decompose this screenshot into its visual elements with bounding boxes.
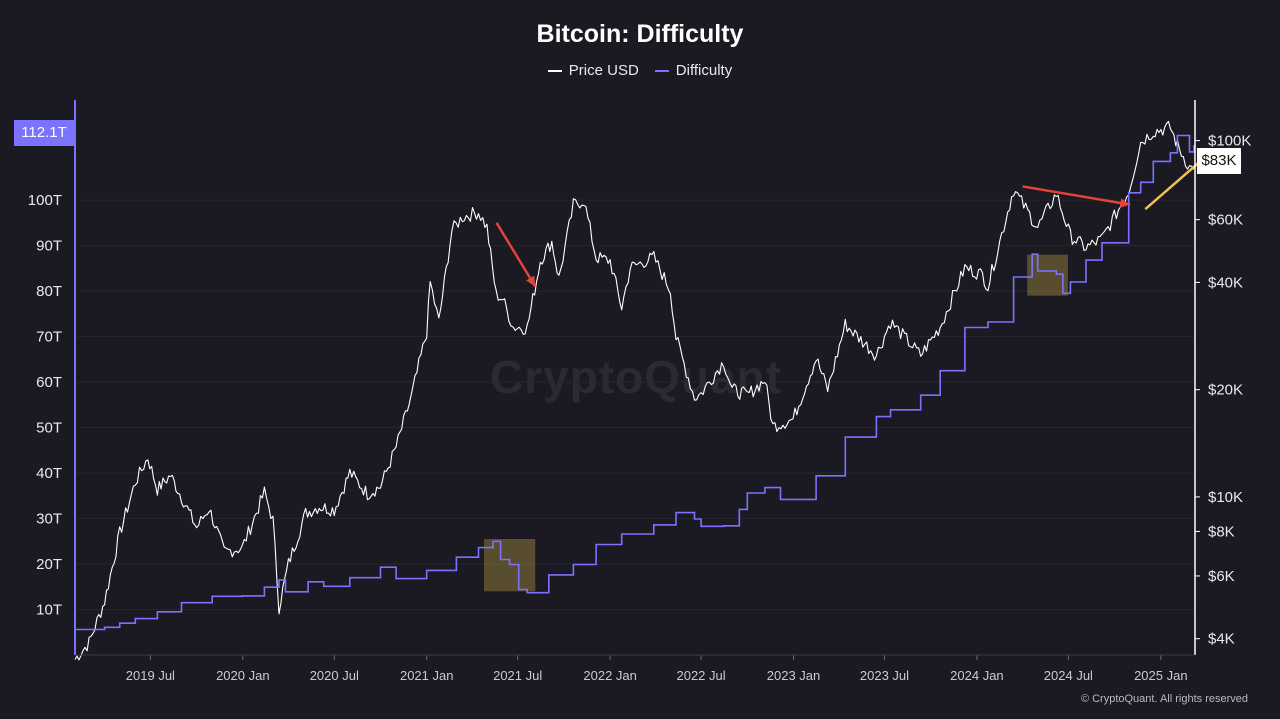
x-tick-label: 2021 Jan <box>400 668 454 683</box>
x-tick-label: 2024 Jan <box>950 668 1004 683</box>
x-tick-label: 2023 Jul <box>860 668 909 683</box>
annotation-arrow <box>495 222 537 288</box>
x-tick-label: 2019 Jul <box>126 668 175 683</box>
y-right-tick-label: $100K <box>1208 133 1251 150</box>
legend-item-price[interactable]: Price USD <box>547 62 639 79</box>
x-tick-label: 2024 Jul <box>1044 668 1093 683</box>
price-last-value-badge: $83K <box>1197 148 1241 174</box>
x-tick-label: 2023 Jan <box>767 668 821 683</box>
copyright-footer: © CryptoQuant. All rights reserved <box>1080 693 1248 705</box>
y-left-tick-label: 50T <box>36 420 62 437</box>
watermark: CryptoQuant <box>490 351 783 403</box>
x-tick-label: 2025 Jan <box>1134 668 1188 683</box>
y-right-tick-label: $6K <box>1208 568 1235 585</box>
legend-swatch-difficulty <box>654 69 669 72</box>
price-usd-line <box>74 120 1195 661</box>
y-left-tick-label: 20T <box>36 556 62 573</box>
legend-swatch-price <box>547 69 562 72</box>
x-tick-label: 2022 Jan <box>583 668 637 683</box>
legend-label-difficulty: Difficulty <box>675 62 733 79</box>
y-right-tick-label: $60K <box>1208 212 1243 229</box>
y-right-tick-label: $10K <box>1208 489 1243 506</box>
y-left-tick-label: 90T <box>36 238 62 255</box>
y-right-tick-label: $8K <box>1208 523 1235 540</box>
legend-label-price: Price USD <box>568 62 639 79</box>
y-right-tick-label: $20K <box>1208 382 1243 399</box>
y-left-tick-label: 40T <box>36 465 62 482</box>
x-tick-label: 2022 Jul <box>676 668 725 683</box>
arrow-head <box>526 275 536 287</box>
y-right-tick-label: $40K <box>1208 274 1243 291</box>
arrow-shaft <box>1022 185 1131 206</box>
y-left-tick-label: 100T <box>28 192 62 209</box>
annotation-arrow <box>1022 185 1131 208</box>
y-left-tick-label: 60T <box>36 374 62 391</box>
difficulty-last-value-badge: 112.1T <box>14 120 74 146</box>
arrow-head <box>1119 198 1131 208</box>
legend-item-difficulty[interactable]: Difficulty <box>654 62 733 79</box>
y-left-tick-label: 30T <box>36 511 62 528</box>
y-left-tick-label: 70T <box>36 329 62 346</box>
x-tick-label: 2020 Jan <box>216 668 270 683</box>
highlight-box <box>1027 254 1068 296</box>
axes: 10T 20T 30T 40T 50T 60T 70T 80T 90T 100T $4K $6K $8K… <box>28 100 1251 683</box>
legend: Price USD Difficulty <box>0 62 1280 79</box>
difficulty-line <box>75 134 1195 631</box>
annotation-boxes <box>484 254 1068 592</box>
x-tick-label: 2021 Jul <box>493 668 542 683</box>
series-layer <box>74 120 1195 661</box>
x-tick-label: 2020 Jul <box>310 668 359 683</box>
y-left-tick-label: 10T <box>36 602 62 619</box>
chart-title: Bitcoin: Difficulty <box>536 20 744 48</box>
annotation-arrows <box>495 153 1209 288</box>
y-right-tick-label: $4K <box>1208 631 1235 648</box>
arrow-shaft <box>495 222 537 288</box>
grid <box>75 199 1195 611</box>
y-left-tick-label: 80T <box>36 283 62 300</box>
